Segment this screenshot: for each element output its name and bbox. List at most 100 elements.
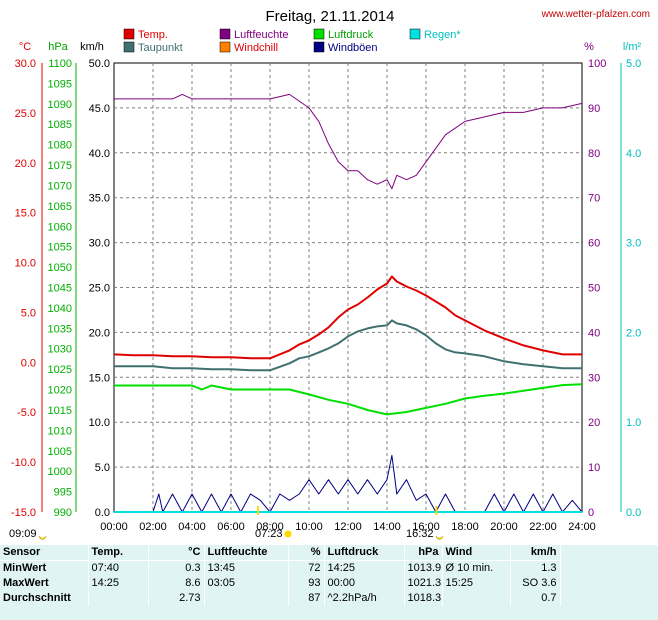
source-link[interactable]: www.wetter-pfalzen.com [541, 9, 650, 20]
temp-tick-label: 10.0 [15, 258, 36, 270]
wind-unit-header: km/h [510, 545, 561, 561]
legend-label: Taupunkt [138, 42, 183, 54]
pressure-tick-label: 1025 [48, 364, 72, 376]
pressure-unit-label: hPa [48, 41, 68, 53]
humidity-unit-header: % [288, 545, 325, 561]
humidity-tick-label: 20 [588, 417, 600, 429]
moon-icon [435, 535, 444, 540]
pressure-tick-label: 1060 [48, 221, 72, 233]
x-tick-label: 22:00 [529, 521, 557, 533]
pressure-tick-label: 995 [54, 487, 72, 499]
humidity-tick-label: 60 [588, 238, 600, 250]
wind-time [442, 591, 511, 606]
pressure-tick-label: 1095 [48, 78, 72, 90]
pressure-tick-label: 1100 [48, 58, 72, 70]
pressure-tick-label: 1070 [48, 180, 72, 192]
legend-swatch [313, 28, 325, 40]
wind-tick-label: 30.0 [89, 238, 110, 250]
pressure-tick-label: 1030 [48, 344, 72, 356]
temp-tick-label: 0.0 [21, 357, 36, 369]
rain-tick-label: 0.0 [626, 507, 641, 519]
marker-time: 09:09 [9, 528, 37, 540]
wind-tick-label: 0.0 [95, 507, 110, 519]
row-label: MinWert [0, 560, 89, 576]
stats-row-min: MinWert 07:40 0.3 13:45 72 14:25 1013.9 … [0, 560, 561, 576]
wind-tick-label: 5.0 [95, 462, 110, 474]
wind-tick-label: 45.0 [89, 103, 110, 115]
pressure-tick-label: 1035 [48, 323, 72, 335]
pressure-tick-label: 1005 [48, 446, 72, 458]
pressure-tick-label: 1090 [48, 99, 72, 111]
x-tick-label: 12:00 [334, 521, 362, 533]
legend-swatch [123, 28, 135, 40]
x-tick-label: 24:00 [568, 521, 596, 533]
humidity-tick-label: 40 [588, 327, 600, 339]
pressure-tick-label: 1010 [48, 425, 72, 437]
wind-tick-label: 15.0 [89, 372, 110, 384]
wind-tick-label: 35.0 [89, 193, 110, 205]
pressure-value: 1013.9 [404, 560, 443, 576]
pressure-tick-label: 1045 [48, 283, 72, 295]
temp-value: 8.6 [148, 576, 205, 591]
temp-unit-label: °C [19, 41, 31, 53]
wind-time: Ø 10 min. [442, 560, 511, 576]
x-tick-label: 00:00 [100, 521, 128, 533]
legend-swatch [313, 41, 325, 53]
rain-unit-label: l/m² [623, 41, 642, 53]
moon-icon [38, 535, 47, 540]
temp-value: 0.3 [148, 560, 205, 576]
temp-header: Temp. [88, 545, 149, 561]
wind-tick-label: 40.0 [89, 148, 110, 160]
marker-time: 16:32 [406, 528, 434, 540]
humidity-unit-label: % [584, 41, 594, 53]
pressure-value: 1018.3 [404, 591, 443, 606]
humidity-tick-label: 70 [588, 193, 600, 205]
pressure-tick-label: 1075 [48, 160, 72, 172]
stats-table: Sensor Temp. °C Luftfeuchte % Luftdruck … [0, 545, 658, 620]
legend-swatch [219, 28, 231, 40]
temp-value: 2.73 [148, 591, 205, 606]
x-tick-label: 08:00 [256, 521, 284, 533]
legend-swatch [409, 28, 421, 40]
x-tick-label: 02:00 [139, 521, 167, 533]
temp-tick-label: 25.0 [15, 108, 36, 120]
humidity-tick-label: 80 [588, 148, 600, 160]
x-tick-label: 10:00 [295, 521, 323, 533]
sun-icon [284, 530, 292, 538]
pressure-tick-label: 1055 [48, 242, 72, 254]
legend-label: Windchill [234, 42, 278, 54]
humidity-tick-label: 100 [588, 58, 606, 70]
legend-label: Regen* [424, 29, 461, 41]
axes: 30.0 25.0 20.0 15.0 10.0 5.0 0.0 -5.0 -10.0 -15.0… [11, 58, 641, 533]
temp-tick-label: 20.0 [15, 158, 36, 170]
wind-value: 1.3 [510, 560, 561, 576]
legend-swatch [219, 41, 231, 53]
series-line-taupunkt [114, 319, 582, 372]
wind-tick-label: 50.0 [89, 58, 110, 70]
x-tick-label: 06:00 [217, 521, 245, 533]
wind-tick-label: 25.0 [89, 283, 110, 295]
pressure-tick-label: 990 [54, 507, 72, 519]
humidity-value: 93 [288, 576, 325, 591]
rain-tick-label: 4.0 [626, 148, 641, 160]
x-tick-label: 16:00 [412, 521, 440, 533]
pressure-time: 14:25 [324, 560, 405, 576]
chart-title: Freitag, 21.11.2014 [266, 8, 395, 25]
wind-value: SO 3.6 [510, 576, 561, 591]
series-lines [113, 93, 583, 513]
pressure-tick-label: 1015 [48, 405, 72, 417]
temp-time: 07:40 [88, 560, 149, 576]
pressure-tick-label: 1000 [48, 466, 72, 478]
rain-tick-label: 2.0 [626, 327, 641, 339]
series-line-luftfeuchte [114, 93, 583, 190]
weather-chart: Freitag, 21.11.2014 www.wetter-pfalzen.c… [9, 8, 650, 540]
pressure-value: 1021.3 [404, 576, 443, 591]
humidity-value: 72 [288, 560, 325, 576]
legend: Temp. Luftfeuchte Luftdruck Regen* Taupunkt W… [123, 28, 461, 54]
x-tick-label: 20:00 [490, 521, 518, 533]
humidity-time: 13:45 [204, 560, 289, 576]
pressure-tick-label: 1085 [48, 119, 72, 131]
temp-time: 14:25 [88, 576, 149, 591]
humidity-time: 03:05 [204, 576, 289, 591]
pressure-tick-label: 1080 [48, 140, 72, 152]
